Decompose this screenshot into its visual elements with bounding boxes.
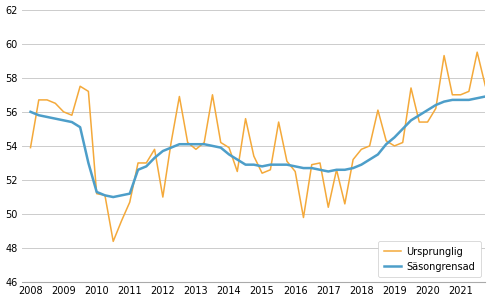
Legend: Ursprunglig, Säsongrensad: Ursprunglig, Säsongrensad xyxy=(378,241,481,278)
Ursprunglig xyxy=(118,219,124,223)
Ursprunglig xyxy=(27,146,33,149)
Säsongrensad xyxy=(44,115,50,119)
Line: Säsongrensad: Säsongrensad xyxy=(30,81,491,197)
Säsongrensad xyxy=(383,143,389,146)
Ursprunglig xyxy=(317,161,323,165)
Säsongrensad xyxy=(110,195,116,199)
Ursprunglig xyxy=(383,139,389,143)
Line: Ursprunglig: Ursprunglig xyxy=(30,40,491,241)
Säsongrensad xyxy=(474,96,480,100)
Ursprunglig xyxy=(44,98,50,102)
Säsongrensad xyxy=(201,143,207,146)
Ursprunglig xyxy=(110,239,116,243)
Säsongrensad xyxy=(27,110,33,114)
Säsongrensad xyxy=(317,168,323,172)
